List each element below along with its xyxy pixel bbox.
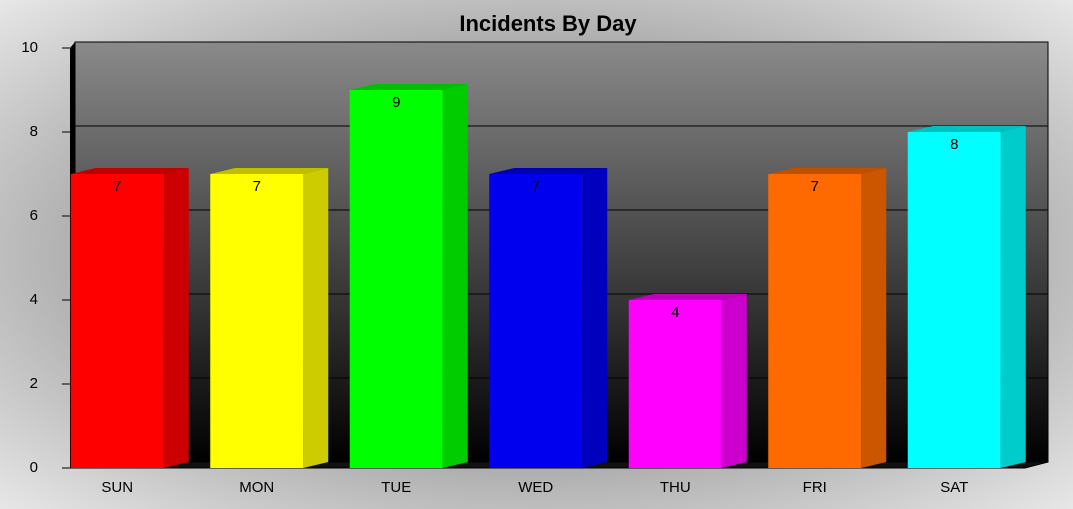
x-tick-label: WED [518,479,553,496]
data-label: 7 [253,178,261,195]
bar-top [489,168,608,174]
bar [70,174,164,468]
bar [489,174,583,468]
data-label: 7 [811,178,819,195]
bar-top [210,168,329,174]
bar-top [907,126,1026,132]
bar-side [163,168,189,468]
bar-top [70,168,189,174]
y-tick-label: 4 [30,291,38,308]
y-tick-label: 8 [30,123,38,140]
y-tick-label: 10 [21,39,38,56]
bar [768,174,862,468]
bar-top [628,294,747,300]
bar-side [303,168,329,468]
bar-side [1000,126,1026,468]
y-tick-label: 2 [30,375,38,392]
x-tick-label: FRI [803,479,827,496]
data-label: 7 [532,178,540,195]
chart-title: Incidents By Day [459,11,637,36]
bar [628,300,722,468]
bar-side [582,168,608,468]
data-label: 8 [950,136,958,153]
x-tick-label: SUN [101,479,133,496]
bar-side [721,294,747,468]
bar-side [861,168,887,468]
y-tick-label: 6 [30,207,38,224]
bar [907,132,1001,468]
bar-side [442,84,468,468]
bar-top [349,84,468,90]
x-tick-label: SAT [940,479,968,496]
x-tick-label: TUE [381,479,411,496]
bar-top [768,168,887,174]
data-label: 7 [113,178,121,195]
data-label: 9 [392,94,400,111]
data-label: 4 [671,304,679,321]
y-tick-label: 0 [30,459,38,476]
bar [349,90,443,468]
x-tick-label: THU [660,479,691,496]
bar [210,174,304,468]
x-tick-label: MON [239,479,274,496]
